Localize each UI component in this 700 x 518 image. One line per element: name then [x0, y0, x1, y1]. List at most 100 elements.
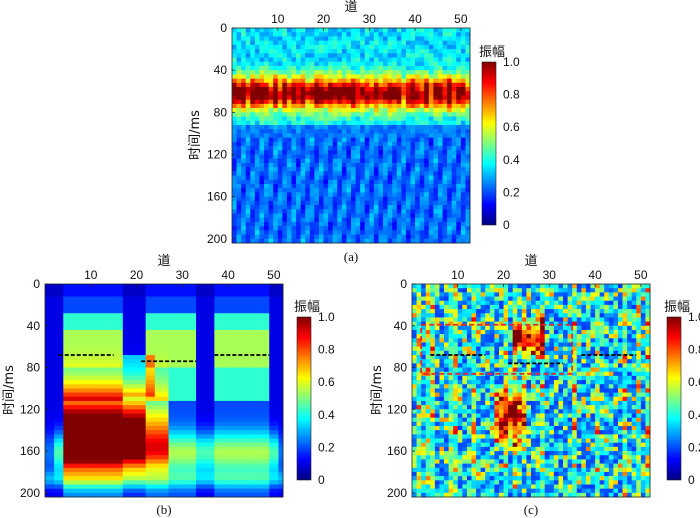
- heatmap-cell: [286, 70, 292, 75]
- heatmap-cell: [245, 91, 251, 96]
- heatmap-cell: [109, 488, 115, 494]
- heatmap-cell: [63, 355, 69, 360]
- heatmap-cell: [323, 205, 329, 210]
- heatmap-cell: [282, 146, 288, 151]
- heatmap-cell: [360, 57, 366, 63]
- heatmap-cell: [337, 179, 343, 185]
- heatmap-cell: [305, 108, 311, 113]
- y-tick-label: 160: [207, 190, 227, 204]
- heatmap-cell: [245, 40, 251, 46]
- heatmap-cell: [424, 49, 430, 54]
- heatmap-cell: [67, 292, 73, 297]
- heatmap-cell: [191, 392, 197, 398]
- heatmap-cell: [131, 417, 137, 423]
- heatmap-cell: [186, 392, 192, 398]
- heatmap-cell: [296, 196, 302, 202]
- heatmap-cell: [99, 384, 105, 389]
- heatmap-cell: [296, 179, 302, 185]
- heatmap-cell: [387, 162, 393, 168]
- heatmap-cell: [378, 116, 384, 122]
- heatmap-cell: [168, 446, 174, 452]
- heatmap-cell: [109, 300, 115, 306]
- heatmap-cell: [196, 350, 202, 356]
- heatmap-cell: [300, 120, 306, 126]
- heatmap-cell: [392, 238, 398, 244]
- heatmap-cell: [67, 384, 73, 389]
- heatmap-cell: [228, 309, 234, 314]
- heatmap-cell: [419, 162, 425, 168]
- heatmap-cell: [81, 476, 87, 481]
- heatmap-cell: [396, 171, 402, 176]
- heatmap-cell: [241, 82, 247, 88]
- heatmap-cell: [300, 162, 306, 168]
- heatmap-cell: [364, 226, 370, 231]
- heatmap-cell: [81, 484, 87, 490]
- heatmap-cell: [447, 196, 453, 202]
- heatmap-cell: [323, 162, 329, 168]
- heatmap-cell: [67, 459, 73, 464]
- heatmap-cell: [424, 120, 430, 126]
- heatmap-cell: [237, 405, 243, 410]
- heatmap-cell: [300, 141, 306, 147]
- heatmap-cell: [186, 488, 192, 494]
- heatmap-cell: [351, 158, 356, 164]
- heatmap-cell: [173, 434, 179, 439]
- heatmap-cell: [164, 313, 169, 318]
- heatmap-cell: [387, 209, 393, 214]
- heatmap-cell: [328, 103, 334, 109]
- heatmap-cell: [401, 175, 407, 181]
- heatmap-cell: [401, 150, 407, 155]
- heatmap-cell: [200, 375, 206, 381]
- heatmap-cell: [232, 154, 237, 160]
- heatmap-cell: [314, 61, 320, 67]
- heatmap-cell: [323, 74, 329, 79]
- heatmap-cell: [136, 300, 142, 306]
- heatmap-cell: [77, 284, 83, 289]
- heatmap-cell: [182, 288, 188, 293]
- heatmap-cell: [305, 112, 311, 117]
- heatmap-cell: [141, 476, 147, 481]
- heatmap-cell: [259, 112, 265, 117]
- heatmap-cell: [259, 120, 265, 126]
- heatmap-cell: [314, 200, 320, 206]
- heatmap-cell: [360, 91, 366, 96]
- heatmap-cell: [447, 61, 453, 67]
- heatmap-cell: [433, 57, 439, 63]
- heatmap-cell: [451, 40, 457, 46]
- heatmap-cell: [424, 137, 430, 143]
- heatmap-cell: [241, 446, 247, 452]
- heatmap-cell: [154, 471, 160, 477]
- heatmap-cell: [45, 384, 50, 389]
- heatmap-cell: [314, 221, 320, 227]
- heatmap-cell: [378, 238, 384, 244]
- heatmap-cell: [282, 217, 288, 223]
- heatmap-cell: [237, 446, 243, 452]
- heatmap-cell: [259, 116, 265, 122]
- heatmap-cell: [401, 188, 407, 193]
- heatmap-cell: [49, 392, 55, 398]
- heatmap-cell: [341, 183, 347, 189]
- heatmap-cell: [355, 171, 361, 176]
- heatmap-cell: [173, 342, 179, 348]
- heatmap-cell: [314, 238, 320, 244]
- heatmap-cell: [104, 438, 110, 444]
- heatmap-cell: [286, 57, 292, 63]
- heatmap-cell: [401, 32, 407, 37]
- heatmap-cell: [63, 400, 69, 406]
- heatmap-cell: [405, 65, 411, 71]
- heatmap-cell: [173, 384, 179, 389]
- heatmap-cell: [58, 300, 64, 306]
- heatmap-cell: [396, 150, 402, 155]
- heatmap-cell: [405, 179, 411, 185]
- heatmap-cell: [49, 388, 55, 393]
- heatmap-cell: [428, 87, 434, 92]
- heatmap-cell: [72, 329, 78, 335]
- heatmap-cell: [268, 36, 274, 42]
- heatmap-cell: [95, 480, 101, 485]
- heatmap-cell: [241, 74, 247, 79]
- heatmap-cell: [145, 438, 151, 444]
- heatmap-cell: [205, 459, 211, 464]
- heatmap-cell: [323, 57, 329, 63]
- heatmap-cell: [95, 342, 101, 348]
- heatmap-cell: [122, 492, 128, 498]
